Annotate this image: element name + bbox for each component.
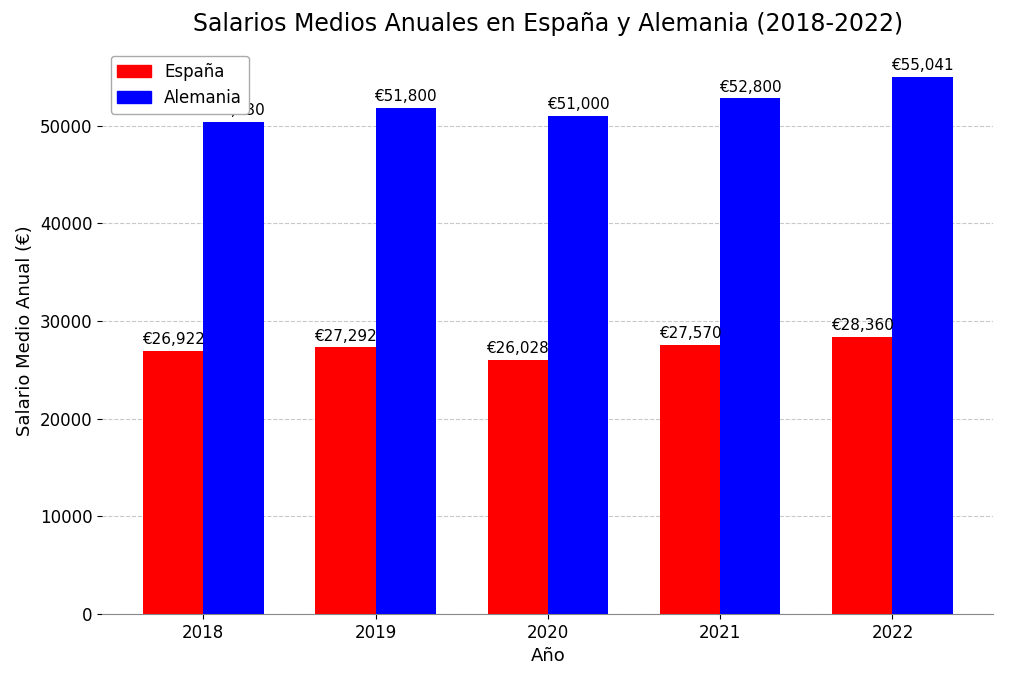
Bar bbox=[833, 337, 893, 614]
Bar bbox=[315, 347, 376, 614]
Title: Salarios Medios Anuales en España y Alemania (2018-2022): Salarios Medios Anuales en España y Alem… bbox=[193, 12, 903, 36]
Y-axis label: Salario Medio Anual (€): Salario Medio Anual (€) bbox=[16, 226, 35, 436]
X-axis label: Año: Año bbox=[530, 647, 565, 665]
Text: €50,430: €50,430 bbox=[202, 103, 265, 118]
Text: €55,041: €55,041 bbox=[891, 58, 954, 73]
Text: €52,800: €52,800 bbox=[719, 80, 781, 95]
Text: €27,570: €27,570 bbox=[658, 326, 721, 341]
Bar bbox=[376, 108, 436, 614]
Text: €28,360: €28,360 bbox=[830, 318, 894, 333]
Text: €51,000: €51,000 bbox=[547, 97, 609, 112]
Legend: España, Alemania: España, Alemania bbox=[111, 56, 249, 114]
Bar bbox=[720, 98, 780, 614]
Text: €26,922: €26,922 bbox=[141, 332, 205, 347]
Bar bbox=[659, 344, 720, 614]
Bar bbox=[893, 76, 952, 614]
Bar bbox=[203, 121, 263, 614]
Bar bbox=[143, 351, 203, 614]
Bar bbox=[548, 116, 608, 614]
Text: €26,028: €26,028 bbox=[486, 341, 549, 356]
Text: €51,800: €51,800 bbox=[375, 89, 437, 104]
Bar bbox=[487, 360, 548, 614]
Text: €27,292: €27,292 bbox=[314, 329, 377, 344]
